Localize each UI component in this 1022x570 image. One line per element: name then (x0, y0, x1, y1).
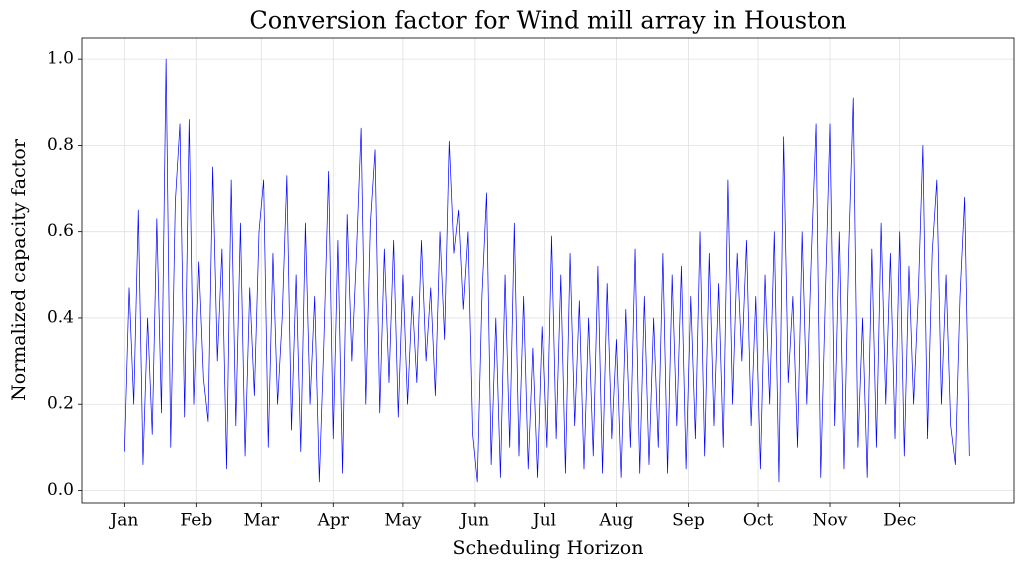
x-tick-label: Apr (317, 511, 350, 531)
x-tick-label: May (384, 511, 422, 531)
y-tick-label: 0.4 (47, 307, 74, 327)
x-tick-label: Jun (459, 511, 490, 531)
x-tick-label: Jul (531, 511, 556, 531)
y-tick-label: 1.0 (47, 49, 74, 69)
x-tick-label: Dec (883, 511, 916, 531)
y-axis-label: Normalized capacity factor (8, 138, 30, 401)
x-tick-label: Mar (243, 511, 280, 531)
y-tick-label: 0.2 (47, 394, 74, 414)
x-tick-label: Nov (813, 511, 848, 531)
x-axis-label: Scheduling Horizon (453, 537, 644, 559)
x-tick-label: Feb (180, 511, 212, 531)
x-tick-label: Oct (743, 511, 773, 531)
x-tick-label: Sep (672, 511, 705, 531)
plot-frame (81, 37, 1015, 504)
y-tick-label: 0.8 (47, 135, 74, 155)
chart-title: Conversion factor for Wind mill array in… (249, 7, 846, 35)
x-tick-label: Aug (598, 511, 633, 531)
y-tick-label: 0.6 (47, 221, 74, 241)
x-tick-label: Jan (108, 511, 138, 531)
data-line (124, 58, 970, 483)
y-tick-label: 0.0 (47, 480, 74, 500)
